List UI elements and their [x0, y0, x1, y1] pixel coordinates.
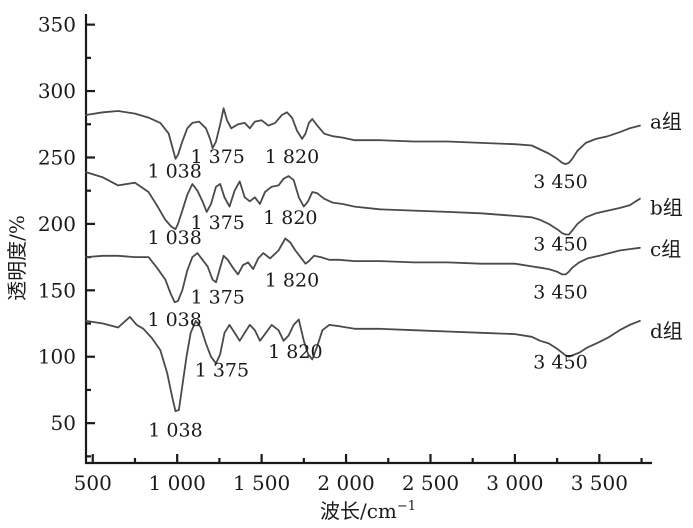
y-tick-label: 100 [38, 345, 76, 369]
x-tick-label: 3 500 [571, 471, 628, 495]
peak-label: 1 375 [191, 146, 245, 168]
series-label: b组 [650, 196, 683, 220]
peak-label: 1 820 [265, 269, 319, 291]
y-tick-label: 150 [38, 278, 76, 302]
peak-label: 3 450 [533, 281, 587, 303]
y-tick-label: 350 [38, 13, 76, 37]
peak-label: 1 820 [265, 146, 319, 168]
x-tick-label: 3 000 [486, 471, 543, 495]
series-line-1 [85, 107, 641, 165]
y-tick-label: 50 [51, 411, 76, 435]
peak-label: 3 450 [533, 233, 587, 255]
series-label: c组 [650, 237, 681, 261]
series-line-3 [85, 237, 641, 304]
y-tick-label: 200 [38, 212, 76, 236]
axes: 50 100 150 200 250 300 350 500 1 000 1 500 2 000 2 … [38, 13, 652, 495]
series-line-4 [85, 316, 641, 413]
x-tick-label: 2 000 [317, 471, 374, 495]
x-axis-title-main: 波长/cm [320, 499, 397, 523]
peak-label: 1 375 [191, 287, 245, 309]
series-layer [85, 107, 641, 413]
y-tick-label: 250 [38, 145, 76, 169]
x-axis-title-superscript: −1 [397, 499, 416, 514]
series-label: d组 [650, 319, 683, 343]
peak-label: 1 375 [191, 212, 245, 234]
x-tick-label: 500 [74, 471, 112, 495]
series-label: a组 [650, 109, 682, 133]
peak-label: 1 038 [147, 309, 201, 331]
peak-label: 3 450 [533, 352, 587, 374]
peak-label: 3 450 [533, 171, 587, 193]
peak-label: 1 820 [268, 341, 322, 363]
y-axis-title: 透明度/% [5, 215, 29, 301]
x-tick-label: 2 500 [402, 471, 459, 495]
peak-label: 1 820 [263, 207, 317, 229]
peak-label: 1 375 [195, 360, 249, 382]
x-axis-title: 波长/cm−1 [320, 499, 416, 523]
y-tick-label: 300 [38, 79, 76, 103]
peak-label: 1 038 [147, 227, 201, 249]
axis-frame [84, 14, 652, 465]
peak-label: 1 038 [147, 160, 201, 182]
peak-label: 1 038 [148, 419, 202, 441]
x-tick-label: 1 500 [233, 471, 290, 495]
series-line-2 [85, 171, 641, 236]
x-tick-label: 1 000 [149, 471, 206, 495]
